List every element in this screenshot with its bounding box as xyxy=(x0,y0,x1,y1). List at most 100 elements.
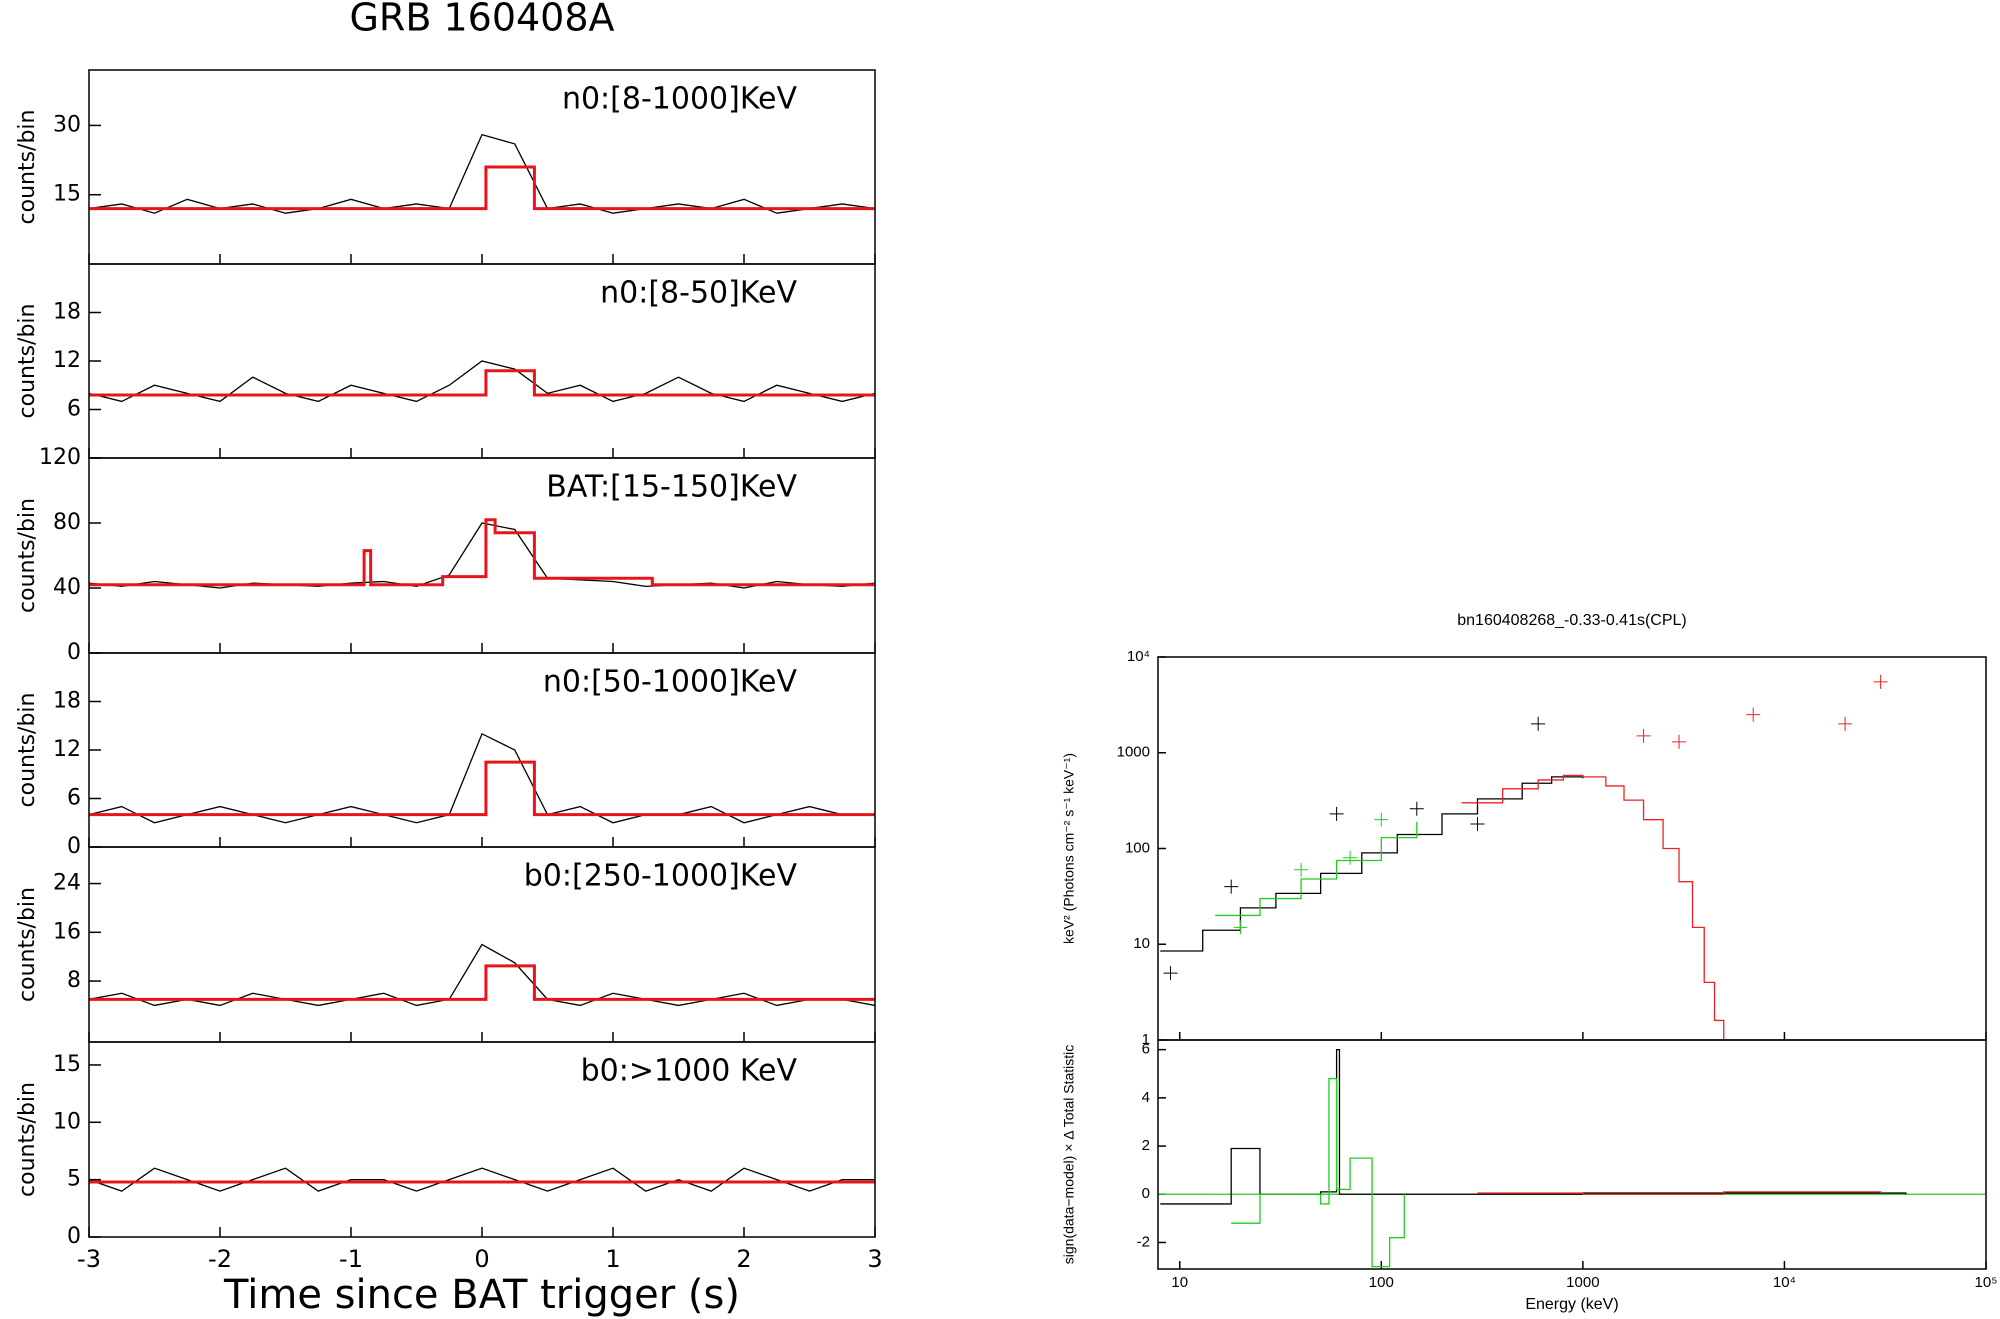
line xyxy=(89,732,875,824)
data-point xyxy=(1838,716,1853,731)
y-tick-label: -2 xyxy=(1137,1233,1150,1250)
x-tick-label: -1 xyxy=(339,1245,363,1273)
y-axis-label: counts/bin xyxy=(15,304,40,419)
x-tick-label: 1000 xyxy=(1566,1274,1599,1291)
y-tick-label: 100 xyxy=(1125,839,1150,856)
y-tick-label: 12 xyxy=(53,348,81,373)
y-tick-label: 4 xyxy=(1142,1089,1150,1106)
y-tick-label: 0 xyxy=(67,640,81,665)
chart-title: bn160408268_-0.33-0.41s(CPL) xyxy=(1457,612,1687,629)
data-point xyxy=(1470,817,1485,832)
line xyxy=(89,943,875,1007)
y-tick-label: 1000 xyxy=(1117,744,1150,761)
x-tick-label: 100 xyxy=(1369,1274,1394,1291)
step-line xyxy=(1461,774,1725,1040)
panel: 15 30 GRB 160408A n0:[8-1000]KeV counts/bin xyxy=(15,0,876,265)
panel: 0 5 10 15 -3 -2 -1 0 1 2 3 b0:>1000 KeV counts/bin Ti… xyxy=(15,1041,883,1318)
data-point xyxy=(1374,812,1389,827)
y-axis-label: counts/bin xyxy=(15,110,40,225)
panel: 6 12 18 n0:[8-50]KeV counts/bin xyxy=(15,263,876,459)
plot-area xyxy=(1160,674,1888,1040)
data-point xyxy=(1329,806,1344,821)
y-tick-label: 40 xyxy=(53,575,81,600)
y-tick-label: 6 xyxy=(67,397,81,422)
data-point xyxy=(1224,879,1239,894)
panel: 0 40 80 120 BAT:[15-150]KeV counts/bin xyxy=(15,445,876,665)
y-axis-label: sign(data−model) × Δ Total Statistic xyxy=(1061,1045,1077,1264)
y-tick-label: 120 xyxy=(39,445,81,470)
step-line xyxy=(89,518,875,587)
x-tick-label: 1 xyxy=(605,1245,620,1273)
x-tick-label: 10⁴ xyxy=(1773,1274,1796,1291)
y-axis-label: counts/bin xyxy=(15,887,40,1002)
y-axis-label: counts/bin xyxy=(15,1082,40,1197)
data-point xyxy=(1746,707,1761,722)
plot-area xyxy=(89,518,875,589)
y-tick-label: 10 xyxy=(53,1109,81,1134)
panel: 8 16 24 b0:[250-1000]KeV counts/bin xyxy=(15,846,876,1043)
y-tick-label: 1 xyxy=(1142,1031,1150,1048)
x-tick-label: -3 xyxy=(77,1245,101,1273)
step-line xyxy=(89,165,875,211)
y-tick-label: 6 xyxy=(1142,1041,1150,1058)
panel: 1 10 100 1000 10⁴ bn160408268_-0.33-0.41s(CPL… xyxy=(1061,612,1987,1048)
y-tick-label: 0 xyxy=(67,1224,81,1249)
line xyxy=(89,133,875,214)
y-tick-label: 18 xyxy=(53,300,81,325)
y-tick-label: 2 xyxy=(1142,1137,1150,1154)
chart-title: GRB 160408A xyxy=(349,0,614,40)
line xyxy=(89,360,875,403)
y-tick-label: 6 xyxy=(67,786,81,811)
data-point xyxy=(1294,862,1309,877)
y-tick-label: 0 xyxy=(67,834,81,859)
data-point xyxy=(1233,920,1248,935)
step-line xyxy=(1215,821,1418,917)
plot-area xyxy=(89,133,875,214)
step-line xyxy=(89,964,875,1001)
step-line xyxy=(1231,1077,1405,1268)
step-line xyxy=(1160,1048,1907,1205)
x-tick-label: 0 xyxy=(474,1245,489,1273)
data-point xyxy=(1672,734,1687,749)
step-line xyxy=(89,369,875,397)
y-tick-label: 8 xyxy=(67,968,81,993)
plot-area xyxy=(89,1167,875,1192)
step-line xyxy=(89,760,875,817)
panel-label: b0:>1000 KeV xyxy=(581,1054,798,1089)
frame xyxy=(1157,1039,1987,1270)
frame xyxy=(1157,656,1987,1041)
data-point xyxy=(1636,728,1651,743)
panel-label: n0:[50-1000]KeV xyxy=(543,665,798,700)
plot-area xyxy=(89,732,875,824)
step-line xyxy=(1160,776,1584,952)
y-tick-label: 80 xyxy=(53,510,81,535)
line xyxy=(89,1167,875,1192)
x-tick-label: 2 xyxy=(736,1245,751,1273)
panel-label: b0:[250-1000]KeV xyxy=(524,859,798,894)
y-axis-label: counts/bin xyxy=(15,693,40,808)
plot-area xyxy=(1158,1048,1986,1268)
panel-label: n0:[8-50]KeV xyxy=(600,276,797,311)
plot-area xyxy=(89,360,875,403)
panel-label: BAT:[15-150]KeV xyxy=(546,470,797,505)
frame xyxy=(88,1041,876,1238)
y-tick-label: 10 xyxy=(1133,935,1150,952)
x-tick-label: 10⁵ xyxy=(1975,1274,1998,1291)
data-point xyxy=(1163,966,1178,981)
y-axis-label: keV² (Photons cm⁻² s⁻¹ keV⁻¹) xyxy=(1061,753,1077,944)
y-tick-label: 30 xyxy=(53,112,81,137)
x-tick-label: -2 xyxy=(208,1245,232,1273)
x-axis-label: Energy (keV) xyxy=(1525,1296,1618,1313)
y-tick-label: 15 xyxy=(53,182,81,207)
step-line xyxy=(1477,1191,1882,1195)
y-axis-label: counts/bin xyxy=(15,498,40,613)
panel: 0 6 12 18 n0:[50-1000]KeV counts/bin xyxy=(15,652,876,859)
plot-area xyxy=(89,943,875,1007)
x-tick-label: 10 xyxy=(1171,1274,1188,1291)
panel: -2 0 2 4 6 10 100 1000 10⁴ 10⁵ sign(data−model) × … xyxy=(1061,1039,1998,1313)
y-tick-label: 18 xyxy=(53,689,81,714)
y-tick-label: 24 xyxy=(53,871,81,896)
panel-label: n0:[8-1000]KeV xyxy=(562,82,798,117)
